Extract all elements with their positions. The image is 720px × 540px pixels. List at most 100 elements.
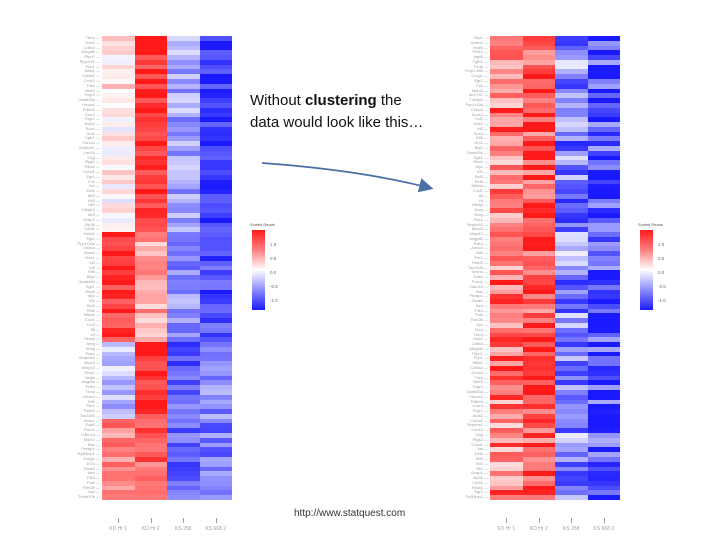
heatmap-cell	[167, 289, 200, 295]
heatmap-cell	[555, 299, 588, 305]
heatmap-cell	[134, 69, 168, 75]
heatmap-cell	[490, 112, 523, 118]
heatmap-cell	[167, 256, 200, 262]
row-label: Gm1 —	[474, 140, 488, 146]
heatmap-cell	[102, 251, 135, 257]
row-label: Bcl3 —	[475, 173, 488, 179]
heatmap-cell	[134, 126, 168, 133]
heatmap-cell	[522, 485, 556, 491]
heatmap-cell	[555, 50, 588, 56]
row-label: Cxcl1 —	[472, 188, 488, 194]
heatmap-cell	[134, 169, 168, 176]
heatmap-cell	[134, 251, 168, 257]
heatmap-cell	[167, 428, 200, 434]
heatmap-cell	[522, 337, 556, 343]
heatmap-cell	[167, 59, 200, 66]
row-label: Rrm2b —	[82, 484, 100, 490]
heatmap-cell	[490, 241, 523, 247]
heatmap-cell	[587, 169, 620, 176]
row-label: Polk —	[87, 479, 100, 485]
heatmap-cell	[134, 289, 168, 295]
row-label: Bax —	[87, 441, 100, 447]
heatmap-cell	[199, 495, 232, 500]
heatmap-cell	[102, 208, 135, 214]
heatmap-cell	[587, 476, 620, 482]
heatmap-cell	[167, 279, 200, 286]
heatmap-cell	[587, 380, 620, 386]
heatmap-cell	[522, 366, 556, 372]
heatmap-cell	[199, 246, 232, 252]
heatmap-cell	[134, 102, 168, 109]
legend-tick: 0.5	[270, 256, 277, 261]
heatmap-cell	[587, 59, 620, 66]
legend-colorbar	[640, 230, 653, 310]
heatmap-cell	[199, 327, 232, 334]
row-label: Fkbp5 —	[83, 408, 100, 414]
source-url: http://www.statquest.com	[294, 508, 406, 519]
heatmap-cell	[490, 83, 523, 90]
heatmap-cell	[522, 476, 556, 482]
heatmap-cell	[102, 203, 135, 209]
row-label: Egr1 —	[86, 173, 100, 179]
heatmap-cell	[587, 107, 620, 114]
row-label: Ntrk3 —	[85, 87, 100, 93]
heatmap-cell	[134, 366, 168, 372]
heatmap-cell	[102, 418, 135, 424]
heatmap-cell	[587, 69, 620, 75]
row-label: Zfp36 —	[472, 475, 488, 481]
heatmap-cell	[134, 279, 168, 286]
row-label: Ctgf —	[87, 154, 100, 160]
heatmap-cell	[490, 74, 523, 80]
heatmap-cell	[587, 260, 620, 267]
heatmap-cell	[102, 136, 135, 142]
heatmap-cell	[167, 270, 200, 276]
heatmap-cell	[587, 428, 620, 434]
heatmap-cell	[134, 83, 168, 90]
column-tick	[118, 518, 120, 523]
heatmap-cell	[134, 413, 168, 420]
heatmap-cell	[587, 327, 620, 334]
heatmap-cell	[134, 193, 168, 200]
heatmap-cell	[555, 69, 588, 75]
heatmap-cell	[102, 217, 135, 224]
heatmap-cell	[134, 107, 168, 114]
heatmap-cell	[522, 313, 556, 319]
heatmap-cell	[522, 212, 556, 219]
heatmap-cell	[522, 160, 556, 166]
heatmap-cell	[587, 232, 620, 238]
row-label: Fbp1 —	[473, 355, 488, 361]
heatmap-cell	[555, 294, 588, 300]
heatmap-cell	[167, 79, 200, 85]
heatmap-cell	[199, 222, 232, 228]
heatmap-cell	[490, 88, 523, 94]
heatmap-cell	[587, 122, 620, 128]
heatmap-cell	[199, 413, 232, 420]
column-label: KD Hr 1	[497, 526, 516, 532]
heatmap-cell	[167, 184, 200, 190]
heatmap-cell	[522, 189, 556, 195]
heatmap-cell	[102, 256, 135, 262]
heatmap-cell	[522, 490, 556, 496]
heatmap-cell	[522, 279, 556, 286]
heatmap-cell	[102, 64, 135, 70]
heatmap-cell	[522, 323, 556, 329]
row-label: Ccdc3 —	[83, 78, 100, 84]
heatmap-cell	[587, 356, 620, 362]
heatmap-cell	[134, 155, 168, 161]
row-label: Vcam1 —	[470, 39, 488, 45]
heatmap-cell	[587, 294, 620, 300]
heatmap-cell	[522, 50, 556, 56]
heatmap-cell	[102, 323, 135, 329]
heatmap-cell	[102, 490, 135, 496]
heatmap-cell	[522, 98, 556, 104]
row-label: Trp53inp1 —	[465, 494, 488, 500]
heatmap-cell	[555, 102, 588, 109]
heatmap-cell	[490, 327, 523, 334]
heatmap-cell	[587, 160, 620, 166]
heatmap-cell	[102, 270, 135, 276]
heatmap-cell	[490, 423, 523, 429]
heatmap-cell	[555, 184, 588, 190]
heatmap-cell	[587, 79, 620, 85]
heatmap-cell	[199, 203, 232, 209]
heatmap-cell	[490, 346, 523, 353]
